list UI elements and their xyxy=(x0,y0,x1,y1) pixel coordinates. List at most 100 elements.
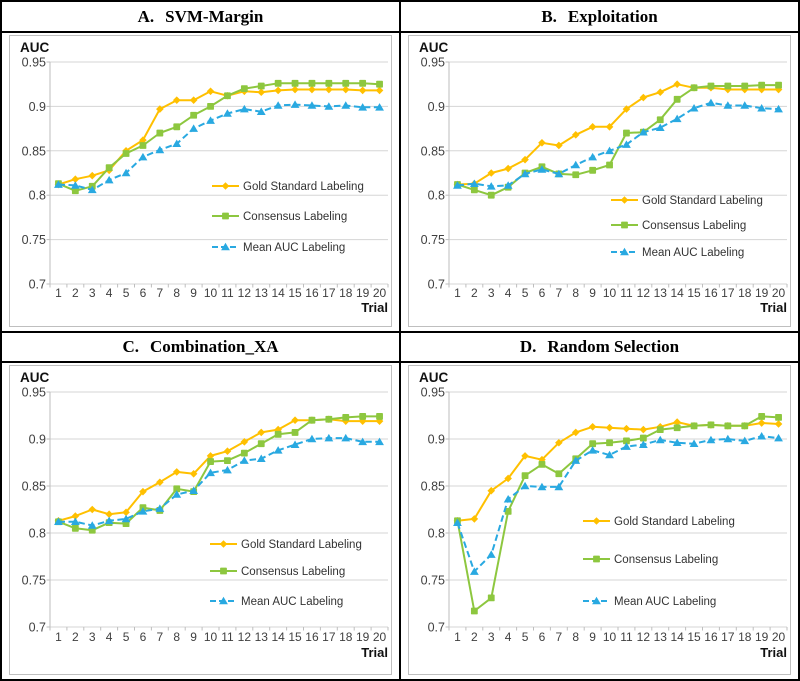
x-tick-label: 4 xyxy=(106,630,113,644)
series-consensus-labeling-marker xyxy=(741,422,749,430)
series-gold-standard-labeling-marker xyxy=(588,422,597,431)
x-tick-label: 8 xyxy=(173,630,180,644)
series-gold-standard-labeling-marker xyxy=(206,452,215,460)
series-consensus-labeling-marker xyxy=(291,429,299,436)
series-mean-auc-labeling-marker xyxy=(138,507,148,515)
series-consensus-labeling-marker xyxy=(71,187,79,195)
y-tick-label: 0.95 xyxy=(421,56,445,70)
y-tick-label: 0.7 xyxy=(428,621,445,635)
y-axis-title: AUC xyxy=(20,40,49,55)
series-consensus-labeling-marker xyxy=(521,472,529,480)
panel-c-chart-cell: 0.95 0.9 0.85 0.8 0.75 0.7 1 2 3 4 5 6 7 8 9 10 11 12 13 14… xyxy=(2,363,399,679)
series-consensus-labeling-marker xyxy=(623,437,630,445)
series-mean-auc-labeling-marker xyxy=(239,104,249,113)
y-tick-label: 0.7 xyxy=(428,278,445,292)
series-mean-auc-labeling-marker xyxy=(486,550,496,558)
legend-label: Mean AUC Labeling xyxy=(614,596,716,608)
series-mean-auc-labeling-marker xyxy=(622,442,631,450)
legend-label: Consensus Labeling xyxy=(614,554,718,566)
series-consensus-labeling-marker xyxy=(359,79,367,87)
series-gold-standard-labeling-marker xyxy=(622,105,631,113)
legend-item-mean-auc-labeling: Mean AUC Labeling xyxy=(212,242,345,254)
y-tick-label: 0.85 xyxy=(22,480,46,494)
x-tick-label: 14 xyxy=(271,286,285,300)
series-gold-standard-labeling-marker xyxy=(639,425,648,434)
x-tick-label: 13 xyxy=(255,630,269,644)
series-mean-auc-labeling-marker xyxy=(453,518,462,526)
x-tick-label: 12 xyxy=(238,630,252,644)
series-consensus-labeling-marker xyxy=(342,79,350,87)
x-tick-label: 19 xyxy=(356,286,370,300)
y-tick-label: 0.7 xyxy=(29,278,46,292)
series-gold-standard-labeling-marker xyxy=(538,139,546,147)
series-mean-auc-labeling-line xyxy=(457,101,779,188)
series-consensus-labeling-marker xyxy=(724,422,732,430)
series-mean-auc-labeling-marker xyxy=(341,101,351,109)
y-tick-label: 0.75 xyxy=(22,574,46,588)
series-consensus-labeling-marker xyxy=(741,82,749,90)
series-mean-auc-labeling-marker xyxy=(740,101,750,109)
series-gold-standard-labeling-marker xyxy=(375,86,384,95)
legend-item-gold-standard-labeling: Gold Standard Labeling xyxy=(210,539,362,551)
x-tick-label: 17 xyxy=(322,286,336,300)
series-gold-standard-labeling-marker xyxy=(88,171,97,180)
series-consensus-labeling-marker xyxy=(257,440,265,448)
series-consensus-labeling-marker xyxy=(325,79,333,87)
x-tick-label: 18 xyxy=(738,630,752,644)
x-tick-label: 13 xyxy=(255,286,269,300)
series-mean-auc-labeling-marker xyxy=(155,145,165,154)
series-mean-auc-labeling-marker xyxy=(588,446,598,454)
legend-label: Mean AUC Labeling xyxy=(241,596,343,608)
series-mean-auc-labeling-line xyxy=(58,437,380,527)
series-mean-auc-labeling-marker xyxy=(256,454,266,463)
y-tick-label: 0.85 xyxy=(421,144,445,158)
x-tick-label: 11 xyxy=(221,630,234,644)
legend-marker xyxy=(219,596,228,605)
series-mean-auc-labeling-marker xyxy=(622,140,631,148)
x-axis-title: Trial xyxy=(760,645,787,660)
series-consensus-labeling-marker xyxy=(673,424,681,432)
panel-c-chart: 0.950.90.850.80.750.71 2 3 4 5 6 7 8 9 10 11 12 13 14… xyxy=(20,370,389,660)
panel-b-chart-box: 0.95 0.9 0.85 0.8 0.75 0.7 1 2 3 4 5 6 7 8 9 10 11 12 13 14… xyxy=(408,35,791,327)
panel-d-chart: 0.950.90.850.80.750.71 2 3 4 5 6 7 8 9 10 11 12 13 14… xyxy=(419,370,788,660)
series-mean-auc-labeling-marker xyxy=(307,101,317,109)
series-gold-standard-labeling-marker xyxy=(172,468,181,476)
series-mean-auc-labeling-marker xyxy=(256,107,266,116)
y-tick-label: 0.85 xyxy=(22,144,46,158)
series-consensus-labeling-marker xyxy=(308,79,316,87)
x-tick-label: 17 xyxy=(721,630,735,644)
series-gold-standard-labeling-marker xyxy=(605,123,614,131)
series-mean-auc-labeling-marker xyxy=(605,450,614,459)
panel-d-title-letter: D. xyxy=(519,337,537,356)
legend-marker xyxy=(620,196,629,204)
series-gold-standard-labeling-marker xyxy=(656,88,665,96)
series-consensus-labeling-marker xyxy=(555,470,563,478)
x-tick-label: 9 xyxy=(589,630,596,644)
panel-a-chart: 0.950.90.850.80.750.71 2 3 4 5 6 7 8 9 10 11 12 13 14… xyxy=(20,40,389,315)
series-mean-auc-labeling-marker xyxy=(554,169,564,178)
series-consensus-labeling-marker xyxy=(538,460,546,468)
legend-label: Mean AUC Labeling xyxy=(243,242,345,254)
series-mean-auc-labeling-marker xyxy=(503,494,513,503)
series-mean-auc-labeling-marker xyxy=(273,446,283,454)
y-tick-label: 0.75 xyxy=(421,233,445,247)
panel-d-chart-box: 0.95 0.9 0.85 0.8 0.75 0.7 1 2 3 4 5 6 7 8 9 10 11 12 13 14… xyxy=(408,365,791,675)
series-consensus-labeling-marker xyxy=(775,81,782,89)
x-tick-label: 12 xyxy=(637,286,651,300)
x-tick-label: 8 xyxy=(572,286,579,300)
y-tick-label: 0.95 xyxy=(22,56,46,70)
series-gold-standard-labeling-marker xyxy=(622,424,631,433)
series-mean-auc-labeling-marker xyxy=(307,434,317,443)
panel-d-title-text: Random Selection xyxy=(547,337,680,356)
x-tick-label: 20 xyxy=(373,630,387,644)
x-tick-label: 16 xyxy=(305,630,319,644)
y-tick-label: 0.85 xyxy=(421,480,445,494)
x-tick-label: 6 xyxy=(140,630,147,644)
legend-label: Consensus Labeling xyxy=(642,220,746,232)
series-gold-standard-labeling-line xyxy=(58,418,380,522)
series-mean-auc-labeling-marker xyxy=(155,504,165,512)
series-gold-standard-labeling-marker xyxy=(139,136,147,144)
x-tick-label: 13 xyxy=(654,630,668,644)
legend-marker xyxy=(219,540,228,548)
x-tick-label: 6 xyxy=(539,630,546,644)
